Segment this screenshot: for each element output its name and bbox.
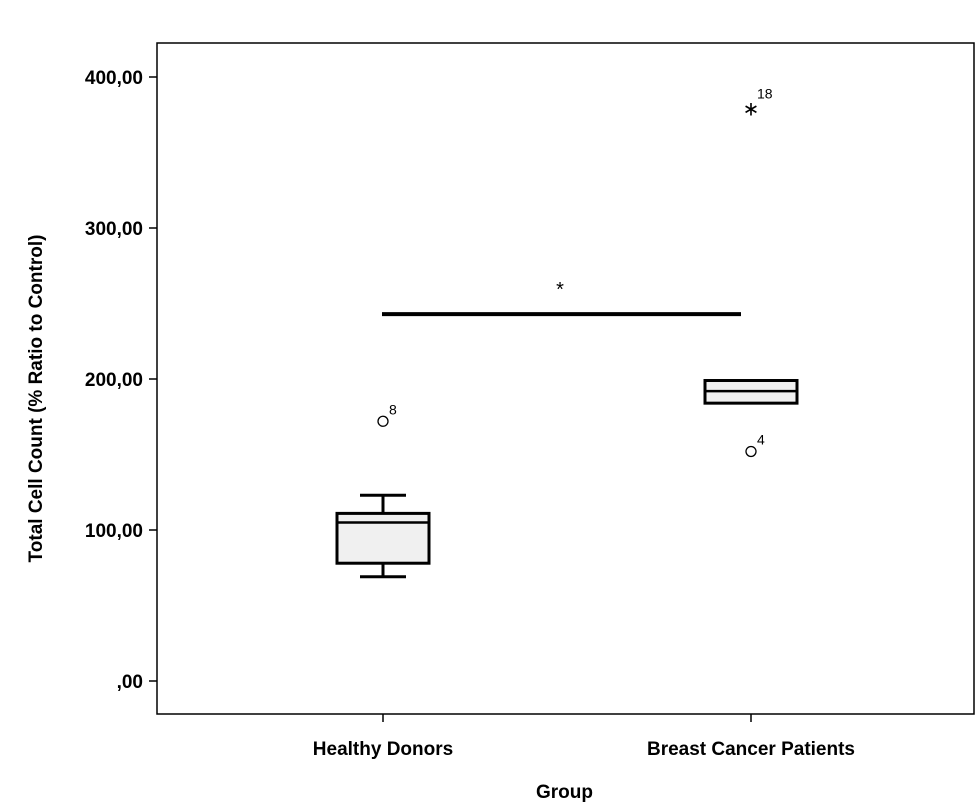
y-axis: ,00 100,00 200,00 300,00 400,00 (85, 68, 157, 693)
boxes: 8 4 ∗18 (335, 86, 799, 579)
x-axis: Healthy Donors Breast Cancer Patients (313, 714, 855, 760)
y-tick-label: 400,00 (85, 68, 143, 89)
y-tick-label: 200,00 (85, 370, 143, 391)
x-tick-label: Healthy Donors (313, 739, 453, 760)
outlier-label: 4 (757, 431, 765, 447)
outlier-label: 8 (389, 401, 397, 417)
extreme-outlier-marker: ∗ (743, 97, 760, 121)
significance-label: * (556, 279, 564, 301)
y-tick-label: 300,00 (85, 219, 143, 240)
y-tick-label: 100,00 (85, 521, 143, 542)
outlier-marker (745, 445, 757, 458)
x-tick-label: Breast Cancer Patients (647, 739, 855, 760)
outlier-marker (377, 415, 389, 427)
box-group: 8 (335, 401, 431, 579)
outlier-label: 18 (757, 86, 773, 102)
x-axis-title: Group (536, 782, 593, 803)
significance-annotation: * (382, 279, 741, 317)
plot-frame (156, 42, 975, 715)
box-group: 4 ∗18 (703, 86, 799, 458)
iqr-box (335, 511, 431, 565)
y-axis-title: Total Cell Count (% Ratio to Control) (26, 235, 47, 563)
y-tick-label: ,00 (117, 672, 143, 693)
